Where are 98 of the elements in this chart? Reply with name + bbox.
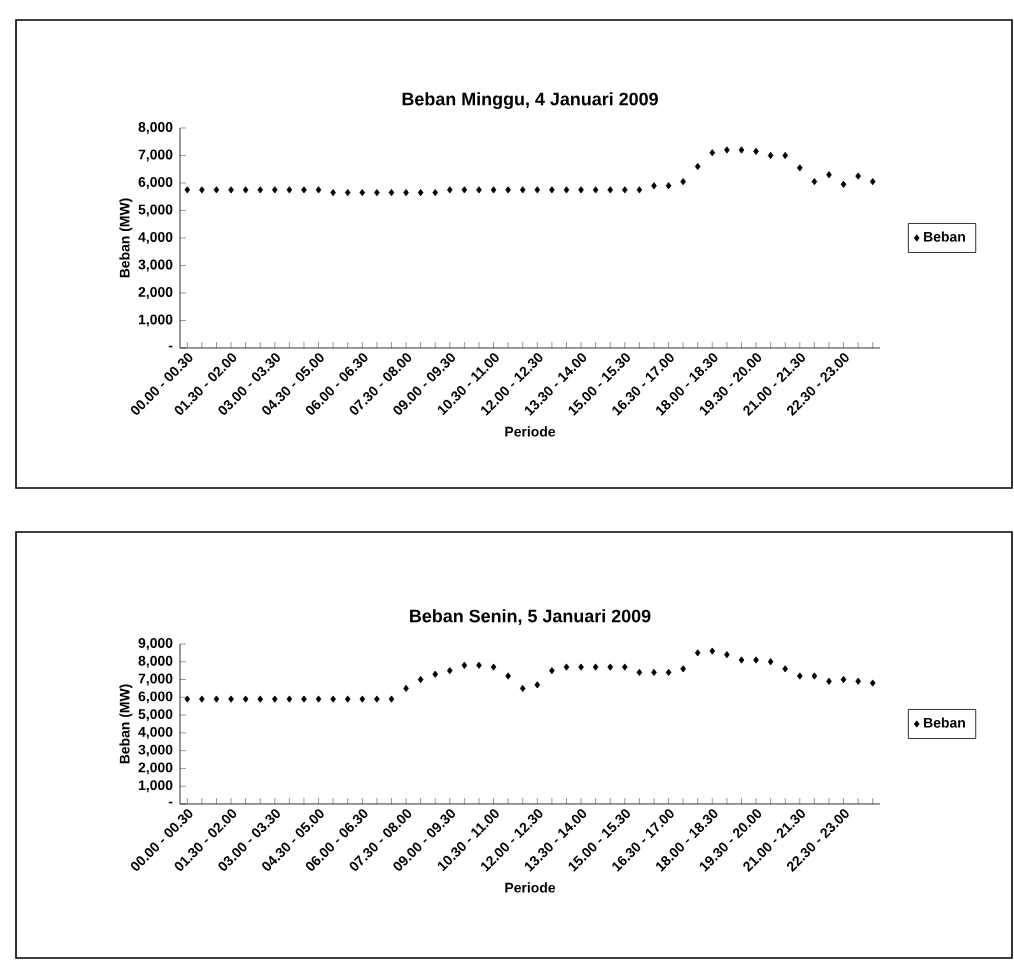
point [432,189,439,197]
point [301,695,307,703]
point [782,151,789,160]
point [665,668,672,677]
point [403,189,409,197]
point [563,186,570,194]
point [869,178,876,186]
point [694,162,701,171]
point [213,695,220,703]
point [388,695,395,703]
point [797,672,803,680]
point [359,695,366,703]
point [563,663,570,671]
point [826,171,832,179]
point [826,677,832,685]
point [403,684,409,693]
point [855,172,861,180]
point [432,670,439,678]
point [228,695,234,703]
point [592,663,599,671]
point [242,186,249,194]
point [855,677,861,685]
point [680,665,686,673]
point [417,675,424,684]
point [505,672,511,680]
point [636,186,643,194]
point [505,186,511,194]
point [301,186,307,194]
point [680,178,686,186]
chart-title: Beban Senin, 5 Januari 2009 [410,609,651,625]
point [242,695,249,703]
point [476,186,482,194]
point [782,665,789,673]
point [330,189,336,197]
point [549,186,555,194]
point [738,146,745,154]
point [374,695,380,703]
point [228,186,234,194]
point [213,186,220,194]
point [359,189,366,197]
point [461,661,468,669]
point [519,186,526,194]
point [622,186,628,194]
point [840,180,847,188]
point [417,189,424,197]
point [767,151,774,160]
point [709,647,716,655]
point [578,663,584,671]
point [447,186,453,194]
point [753,656,759,664]
point [738,656,745,664]
point [622,663,628,671]
point [767,658,774,666]
point [330,695,336,703]
point [344,189,351,197]
point [199,186,205,194]
point [344,695,351,703]
point [272,695,278,703]
point [753,147,759,155]
point [724,651,730,659]
chart-title: Beban Minggu, 4 Januari 2009 [402,92,658,110]
point [840,675,847,684]
point [461,186,468,194]
point [388,189,395,197]
point [724,146,730,154]
point [374,189,380,197]
point [811,178,818,186]
point [286,186,293,194]
point [607,186,614,194]
point [636,668,643,677]
point [490,663,497,671]
point [184,186,191,194]
point [286,695,293,703]
point [549,667,555,675]
point [797,164,803,172]
point [665,182,672,190]
point [199,695,205,703]
point [534,186,541,194]
point [257,186,264,194]
point [607,663,614,671]
point [184,695,191,703]
point [315,186,322,194]
point [592,186,599,194]
point [315,695,322,703]
point [447,667,453,675]
point [578,186,584,194]
point [534,681,541,689]
point [519,684,526,693]
point [651,668,657,677]
point [869,679,876,687]
point [476,661,482,669]
point [709,149,716,157]
point [694,649,701,657]
point [490,186,497,194]
point [811,672,818,680]
point [651,182,657,190]
point [257,695,264,703]
point [272,186,278,194]
